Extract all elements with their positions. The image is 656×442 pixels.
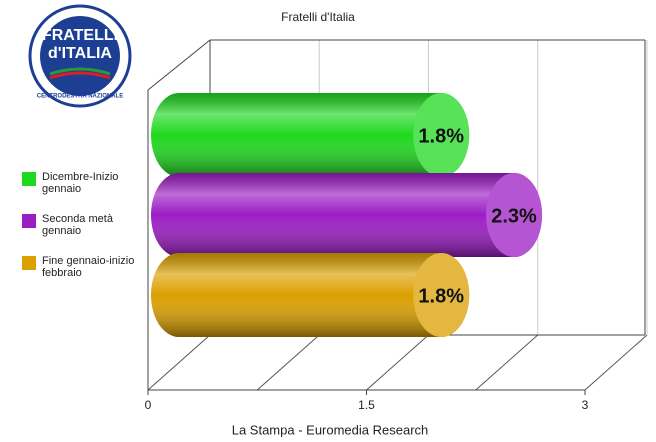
bar-cap	[486, 173, 543, 257]
grid-line	[256, 334, 320, 391]
grid-line	[475, 334, 539, 391]
logo-line: FRATELLI	[42, 27, 118, 44]
bar-shade	[151, 173, 543, 257]
chart-title: Fratelli d'Italia	[281, 10, 355, 24]
x-tick-label: 0	[145, 398, 152, 412]
bar-cap	[413, 93, 470, 177]
x-tick-label: 3	[582, 398, 589, 412]
logo-line: d'ITALIA	[48, 45, 112, 62]
value-label: 1.8%	[418, 125, 464, 147]
bar-shade	[151, 93, 470, 177]
legend-label: Fine gennaio-inizio febbraio	[42, 255, 135, 279]
bar-cap	[413, 253, 470, 337]
legend-label: Seconda metà gennaio	[42, 213, 113, 237]
grid-line	[366, 334, 429, 391]
logo-ring: CENTRODESTRA NAZIONALE	[37, 94, 123, 100]
value-label: 2.3%	[491, 205, 537, 227]
x-axis-label: La Stampa - Euromedia Research	[232, 422, 429, 437]
bar-cap-light	[486, 173, 543, 257]
bar-cap-light	[413, 93, 470, 177]
value-label: 1.8%	[418, 285, 464, 307]
grid-line	[584, 334, 648, 391]
legend-swatch	[22, 214, 36, 228]
bar-shade	[151, 253, 470, 337]
legend-swatch	[22, 256, 36, 270]
frame	[147, 39, 646, 391]
legend-label: Dicembre-Inizio gennaio	[42, 171, 119, 195]
x-tick-label: 1.5	[358, 398, 375, 412]
legend-swatch	[22, 172, 36, 186]
logo: FRATELLI d'ITALIA CENTRODESTRA NAZIONALE	[28, 4, 132, 108]
bar-cap-light	[413, 253, 470, 337]
grid-line	[147, 334, 211, 391]
